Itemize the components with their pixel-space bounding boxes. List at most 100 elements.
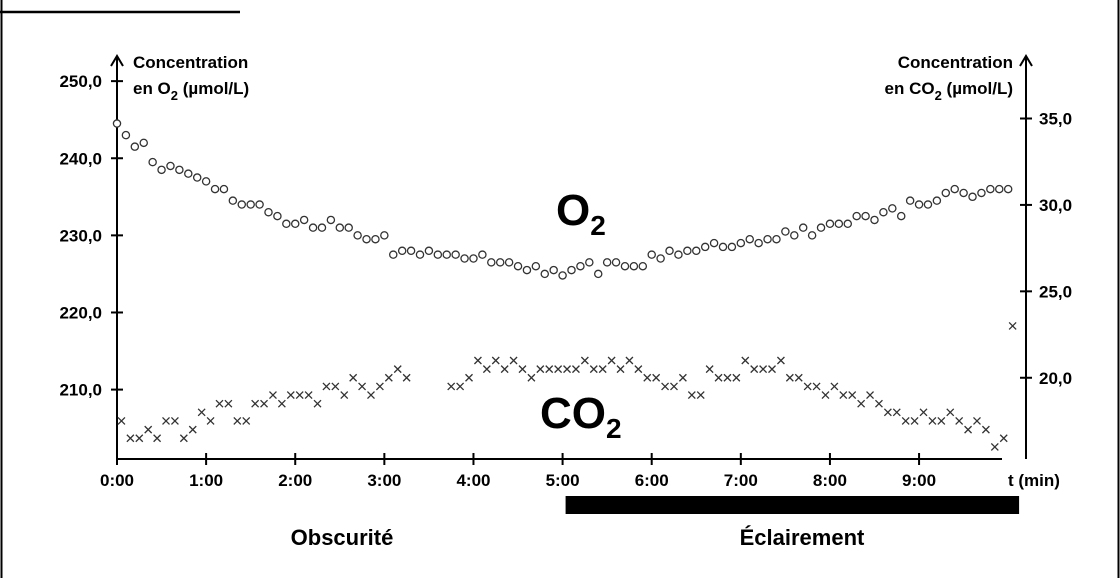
co2-data-point <box>607 356 616 365</box>
co2-data-point <box>643 373 652 382</box>
o2-data-point <box>246 200 255 209</box>
o2-data-point <box>1003 184 1013 194</box>
co2-data-point <box>126 434 135 443</box>
co2-data-point <box>803 382 812 391</box>
o2-data-point <box>139 138 148 148</box>
y-left-arrow <box>110 54 124 67</box>
o2-data-point <box>585 258 594 267</box>
co2-data-point <box>634 365 643 374</box>
co2-data-point <box>625 356 634 365</box>
y-right-ticks: 35,0 30,0 25,0 20,0 <box>1020 109 1072 388</box>
dark-phase-label: Obscurité <box>291 525 394 550</box>
co2-data-point <box>955 417 964 425</box>
co2-data-point <box>491 356 500 365</box>
light-phase-label: Éclairement <box>740 525 865 550</box>
o2-data-point <box>210 184 220 194</box>
o2-data-point <box>237 200 247 209</box>
co2-data-point <box>892 408 901 417</box>
co2-data-point <box>741 356 750 365</box>
co2-series-label: CO2 <box>540 389 622 444</box>
o2-data-point <box>362 234 371 244</box>
x-tick-label: 2:00 <box>278 471 312 490</box>
x-tick-label: 3:00 <box>367 471 401 490</box>
co2-data-point <box>759 365 768 374</box>
o2-data-point <box>273 211 282 221</box>
o2-data-point <box>371 234 380 244</box>
co2-data-point <box>571 365 580 374</box>
o2-data-point <box>834 219 844 229</box>
co2-data-point <box>661 382 670 391</box>
o2-data-point <box>593 269 603 279</box>
co2-data-point <box>580 356 589 365</box>
co2-data-point <box>465 373 473 382</box>
o2-data-point <box>433 250 443 259</box>
co2-data-point <box>188 425 197 434</box>
co2-data-point <box>928 417 937 425</box>
o2-data-point <box>825 219 835 229</box>
co2-data-point <box>901 417 910 425</box>
co2-data-point <box>313 399 322 408</box>
o2-data-point <box>112 119 122 128</box>
o2-data-point <box>816 223 826 232</box>
y-right-tick-label: 20,0 <box>1039 369 1072 388</box>
x-tick-label: 8:00 <box>813 471 847 490</box>
o2-data-point <box>718 242 728 252</box>
co2-data-point <box>598 365 607 374</box>
o2-data-point <box>665 246 674 256</box>
co2-data-point <box>393 365 402 374</box>
o2-data-point <box>602 258 612 267</box>
o2-data-point <box>184 169 193 178</box>
o2-data-point <box>504 258 514 267</box>
co2-data-point <box>447 382 456 391</box>
co2-data-point <box>768 365 776 374</box>
o2-data-point <box>415 250 425 259</box>
o2-data-point <box>148 157 157 167</box>
o2-data-point <box>299 215 309 225</box>
co2-data-point <box>197 408 206 417</box>
o2-data-point <box>406 246 416 256</box>
y-left-tick-label: 210,0 <box>59 381 102 400</box>
o2-data-point <box>995 184 1004 194</box>
co2-data-point <box>919 408 928 417</box>
o2-data-point <box>353 231 362 240</box>
co2-data-point <box>304 391 313 400</box>
o2-data-point <box>781 227 790 236</box>
co2-data-point <box>367 391 375 400</box>
o2-data-point <box>968 192 977 202</box>
x-tick-label: 5:00 <box>546 471 580 490</box>
x-tick-label: 7:00 <box>724 471 758 490</box>
co2-data-point <box>616 365 625 374</box>
o2-data-point <box>228 196 238 205</box>
illumination-bar <box>565 496 1020 514</box>
co2-data-point <box>500 365 509 374</box>
co2-data-point <box>554 365 563 374</box>
co2-data-point <box>1008 321 1017 330</box>
y-right-title-line2: en CO2 (µmol/L) <box>885 79 1013 103</box>
o2-data-point <box>531 261 541 271</box>
co2-data-point <box>563 365 572 374</box>
o2-data-point <box>469 254 478 263</box>
o2-data-point <box>166 161 175 171</box>
co2-data-point <box>153 434 162 443</box>
o2-data-point <box>513 261 523 271</box>
o2-data-point <box>540 269 550 279</box>
co2-data-point <box>687 391 696 400</box>
o2-data-point <box>700 242 710 252</box>
co2-data-point <box>518 365 527 374</box>
o2-data-point <box>638 261 648 271</box>
co2-data-point <box>358 382 367 391</box>
o2-data-point <box>317 223 327 232</box>
o2-series-label: O2 <box>556 186 606 241</box>
y-left-title-line2: en O2 (µmol/L) <box>133 79 249 103</box>
o2-data-point <box>914 200 924 209</box>
co2-data-point <box>866 391 875 400</box>
o2-data-point <box>611 258 621 267</box>
co2-data-point <box>375 382 384 391</box>
o2-data-point <box>923 200 933 209</box>
o2-data-point <box>896 211 906 221</box>
co2-data-point <box>785 373 794 382</box>
co2-data-point <box>545 365 554 374</box>
co2-data-point <box>732 373 741 382</box>
o2-data-point <box>219 184 229 194</box>
